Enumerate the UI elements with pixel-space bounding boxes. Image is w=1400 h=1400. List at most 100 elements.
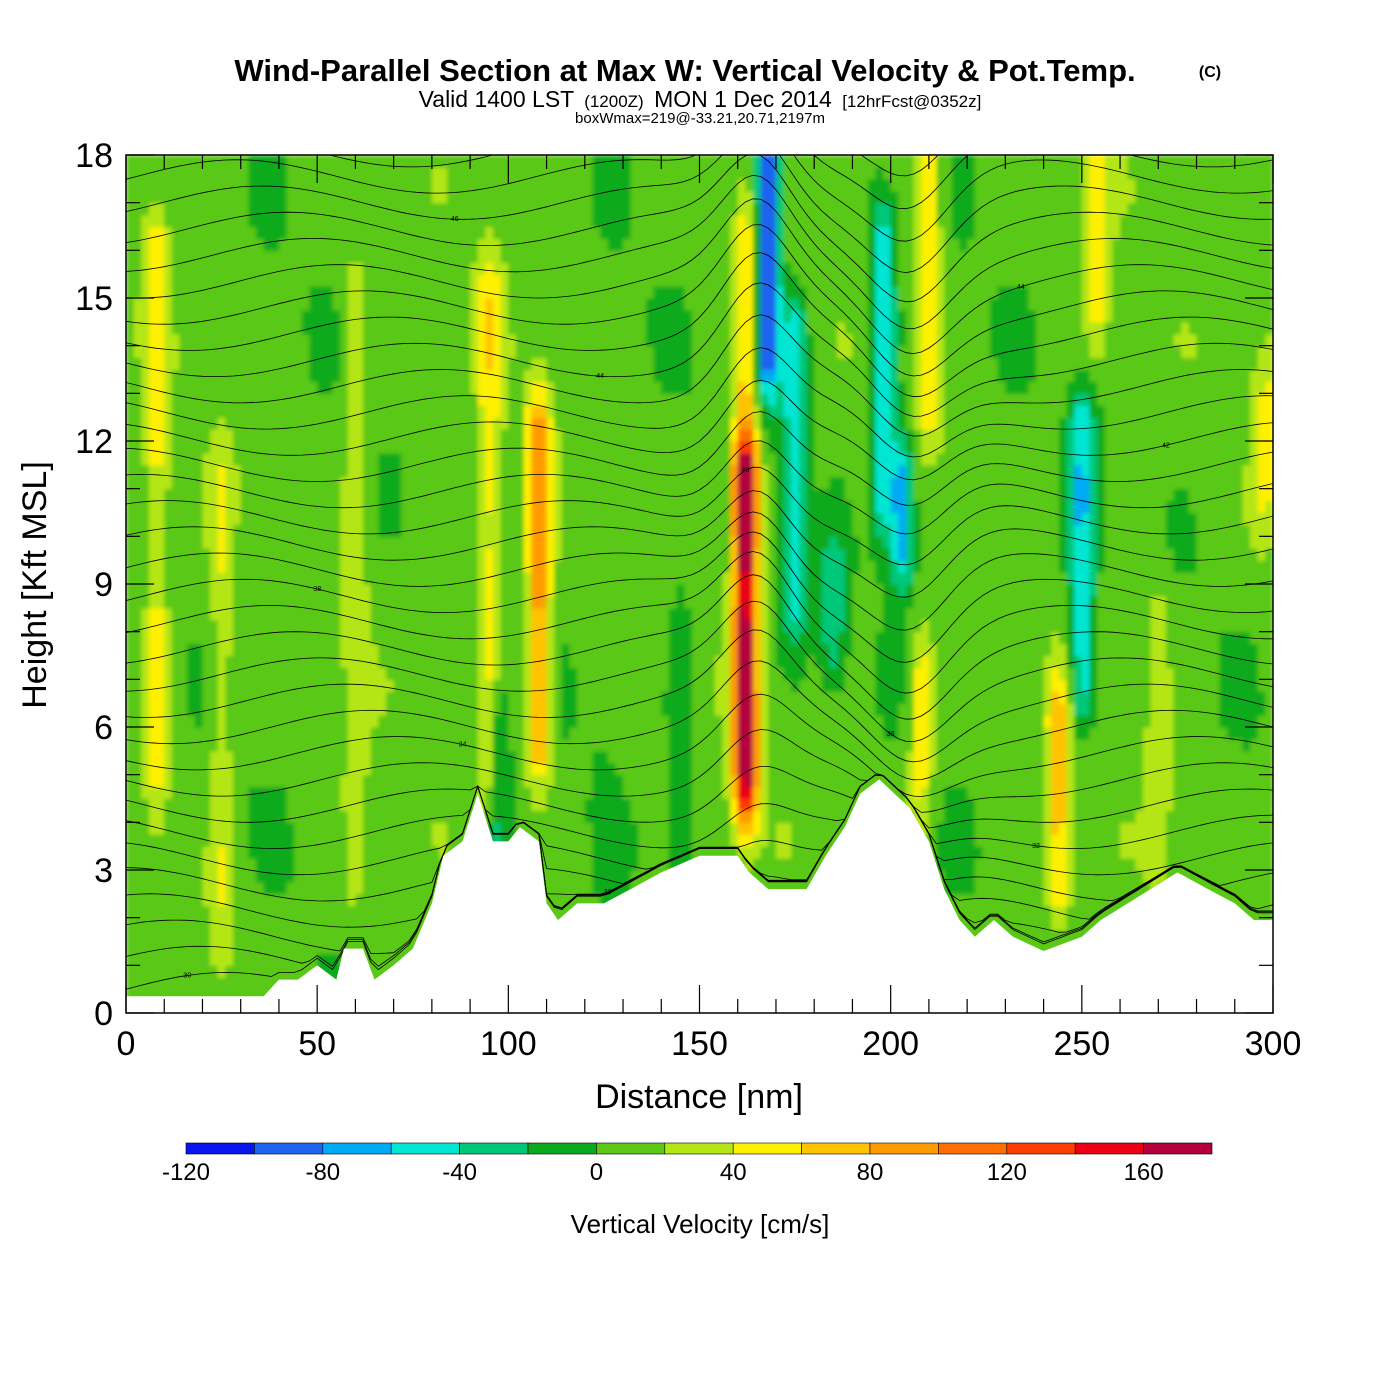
velocity-cell (378, 917, 387, 931)
velocity-cell (332, 822, 341, 835)
velocity-cell (584, 810, 594, 823)
velocity-cell (301, 917, 311, 931)
velocity-cell (156, 309, 165, 323)
velocity-cell (569, 834, 578, 847)
velocity-cell (638, 607, 647, 621)
velocity-cell (194, 822, 204, 835)
velocity-cell (202, 870, 211, 883)
velocity-cell (324, 190, 334, 204)
velocity-cell (347, 488, 356, 502)
velocity-cell (370, 357, 379, 371)
velocity-cell (607, 250, 616, 263)
velocity-cell (515, 607, 525, 621)
velocity-cell (477, 548, 486, 561)
velocity-cell (638, 250, 647, 263)
velocity-cell (255, 357, 265, 371)
velocity-cell (263, 941, 272, 955)
velocity-cell (271, 762, 280, 776)
velocity-cell (278, 166, 288, 180)
velocity-cell (301, 155, 311, 168)
velocity-cell (255, 810, 265, 823)
velocity-cell (416, 500, 425, 514)
velocity-cell (393, 238, 402, 251)
velocity-cell (164, 452, 173, 466)
velocity-cell (248, 464, 257, 478)
velocity-cell (493, 417, 502, 430)
velocity-cell (317, 309, 326, 323)
velocity-cell (194, 977, 204, 990)
velocity-cell (148, 786, 158, 800)
velocity-cell (493, 333, 502, 347)
velocity-cell (156, 321, 165, 335)
velocity-cell (271, 238, 280, 251)
velocity-cell (164, 738, 173, 752)
velocity-cell (538, 155, 548, 168)
velocity-cell (462, 286, 471, 299)
velocity-cell (126, 595, 135, 609)
velocity-cell (141, 584, 150, 597)
velocity-cell (416, 548, 425, 561)
velocity-cell (294, 357, 303, 371)
velocity-cell (462, 309, 471, 323)
velocity-cell (363, 488, 372, 502)
velocity-cell (141, 738, 150, 752)
velocity-cell (645, 858, 655, 871)
velocity-cell (194, 989, 204, 1002)
velocity-cell (561, 190, 571, 204)
velocity-cell (363, 417, 372, 430)
velocity-cell (126, 405, 135, 418)
velocity-cell (630, 631, 639, 645)
velocity-cell (248, 667, 257, 680)
velocity-cell (531, 619, 540, 633)
velocity-cell (515, 774, 525, 788)
velocity-cell (645, 274, 655, 287)
velocity-cell (340, 512, 349, 526)
velocity-cell (439, 715, 448, 728)
velocity-cell (424, 595, 433, 609)
velocity-cell (171, 643, 181, 657)
velocity-cell (439, 333, 448, 347)
velocity-cell (324, 238, 334, 251)
velocity-cell (577, 441, 586, 454)
velocity-cell (133, 512, 142, 526)
velocity-cell (500, 524, 509, 537)
velocity-cell (592, 441, 601, 454)
velocity-cell (332, 905, 341, 919)
velocity-cell (233, 989, 242, 1002)
velocity-cell (508, 381, 517, 394)
velocity-cell (531, 250, 540, 263)
velocity-cell (340, 750, 349, 764)
velocity-cell (623, 500, 632, 514)
velocity-cell (523, 202, 532, 216)
velocity-cell (485, 309, 494, 323)
velocity-cell (255, 989, 265, 1002)
velocity-cell (217, 190, 227, 204)
velocity-cell (347, 321, 356, 335)
velocity-cell (523, 405, 532, 418)
velocity-cell (538, 774, 548, 788)
velocity-cell (431, 727, 441, 740)
velocity-cell (141, 810, 150, 823)
velocity-cell (561, 536, 571, 549)
velocity-cell (248, 441, 257, 454)
velocity-cell (271, 643, 280, 657)
velocity-cell (156, 667, 165, 680)
velocity-cell (439, 822, 448, 835)
velocity-cell (600, 417, 609, 430)
velocity-cell (164, 536, 173, 549)
velocity-cell (271, 560, 280, 573)
velocity-cell (378, 476, 387, 490)
velocity-cell (623, 643, 632, 657)
velocity-cell (164, 631, 173, 645)
velocity-cell (255, 536, 265, 549)
velocity-cell (401, 607, 410, 621)
velocity-cell (363, 214, 372, 228)
velocity-cell (233, 155, 242, 168)
velocity-cell (202, 321, 211, 335)
velocity-cell (363, 452, 372, 466)
velocity-cell (470, 727, 479, 740)
velocity-cell (324, 464, 334, 478)
velocity-cell (202, 810, 211, 823)
velocity-cell (324, 512, 334, 526)
velocity-cell (623, 333, 632, 347)
